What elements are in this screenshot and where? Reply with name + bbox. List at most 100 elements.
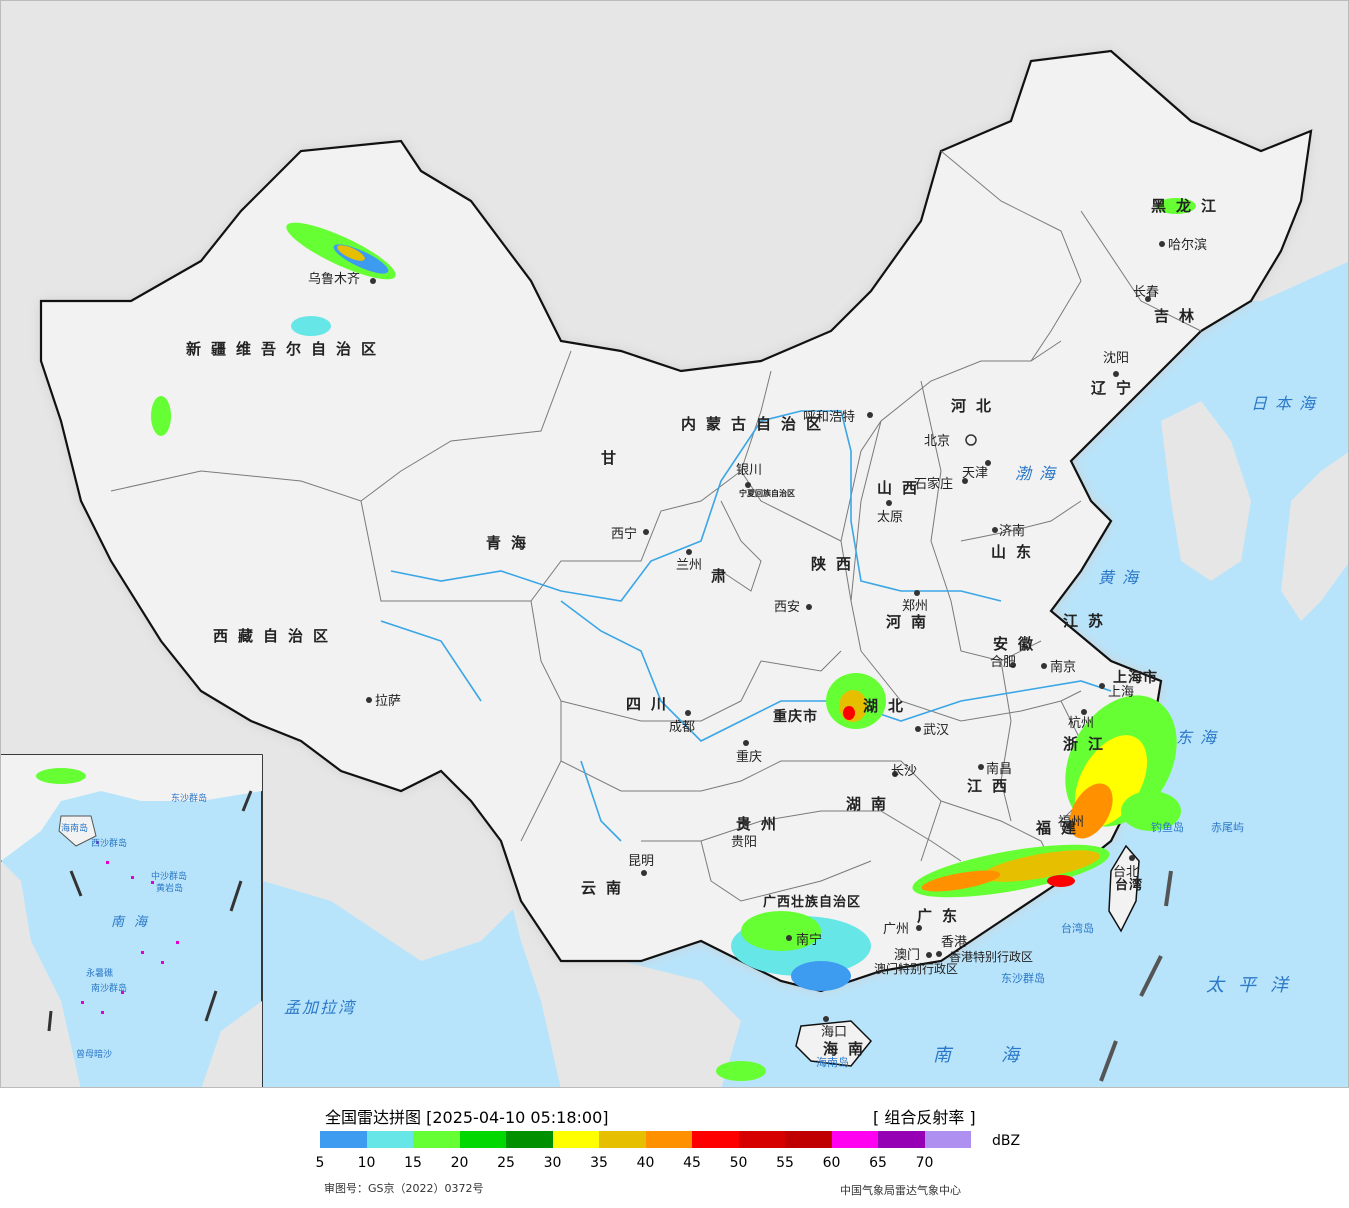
region-henan: 河南 — [886, 613, 936, 631]
city-lanzhou: 兰州 — [676, 558, 702, 573]
region-guangxi: 广西壮族自治区 — [763, 894, 861, 910]
region-guangdong: 广东 — [917, 907, 967, 925]
city-hohhot: 呼和浩特 — [803, 410, 855, 425]
region-qinghai: 青海 — [486, 534, 536, 552]
scale-swatch-7 — [645, 1131, 692, 1148]
map-svg: 新疆维吾尔自治区 西藏自治区 青海 甘 肃 四川 云南 贵州 内蒙古自治区 黑龙… — [1, 49, 1348, 1087]
island-hk-sar: 香港特别行政区 — [949, 949, 1033, 964]
map-title: 全国雷达拼图 [2025-04-10 05:18:00] — [325, 1108, 609, 1127]
island-macau-sar: 澳门特别行政区 — [874, 961, 958, 976]
south-china-sea-inset — [1, 754, 263, 1087]
region-fujian: 福建 — [1035, 819, 1086, 837]
scale-swatch-4 — [506, 1131, 553, 1148]
inset-nansha: 南沙群岛 — [91, 982, 127, 994]
sea-nanhai: 南海 — [933, 1045, 1069, 1066]
china-land — [39, 49, 1313, 993]
sea-pacific: 太平洋 — [1206, 975, 1302, 996]
region-taiwan: 台湾 — [1115, 877, 1143, 893]
scale-tick-5: 5 — [315, 1155, 325, 1171]
region-anhui: 安徽 — [993, 635, 1043, 653]
region-jilin: 吉林 — [1154, 307, 1204, 325]
inset-hainan: 海南岛 — [61, 822, 88, 834]
inset-zengmu: 曾母暗沙 — [76, 1048, 112, 1060]
city-guangzhou: 广州 — [883, 922, 909, 937]
scale-swatch-13 — [924, 1131, 971, 1148]
city-haikou: 海口 — [821, 1025, 847, 1040]
city-shanghai: 上海 — [1108, 685, 1134, 700]
region-hainan: 海南 — [823, 1040, 873, 1058]
region-shanghai: 上海市 — [1113, 669, 1158, 686]
island-hainan: 海南岛 — [816, 1055, 849, 1069]
japan-land — [1281, 452, 1348, 621]
region-shandong: 山东 — [991, 543, 1041, 561]
scale-tick-45: 45 — [683, 1155, 701, 1171]
region-neimenggu: 内蒙古自治区 — [681, 415, 831, 433]
region-zhejiang: 浙江 — [1063, 735, 1113, 753]
scale-swatch-2 — [413, 1131, 460, 1148]
island-labels: 钓鱼岛 赤尾屿 台湾岛 海南岛 东沙群岛 香港特别行政区 澳门特别行政区 — [816, 820, 1244, 1069]
inset-xisha: 西沙群岛 — [91, 837, 127, 849]
scale-tick-20: 20 — [450, 1155, 469, 1171]
approval-number: 审图号：GS京（2022）0372号 — [324, 1182, 484, 1195]
city-nanning: 南宁 — [796, 932, 822, 948]
scale-tick-35: 35 — [590, 1155, 608, 1171]
inset-labels: 南海 东沙群岛 中沙群岛 黄岩岛 永暑礁 南沙群岛 曾母暗沙 西沙群岛 海南岛 — [61, 792, 207, 1060]
region-hubei: 湖北 — [863, 697, 913, 715]
city-urumqi: 乌鲁木齐 — [308, 271, 360, 287]
region-heilongjiang: 黑龙江 — [1151, 197, 1226, 215]
island-chiwei: 赤尾屿 — [1211, 821, 1244, 834]
unit-label: dBZ — [992, 1133, 1021, 1149]
legend-panel — [0, 1088, 1349, 1208]
region-chongqing: 重庆市 — [773, 708, 818, 725]
city-xining: 西宁 — [611, 526, 637, 542]
region-yunnan: 云南 — [581, 879, 631, 897]
region-xizang: 西藏自治区 — [213, 627, 338, 645]
scale-swatch-3 — [459, 1131, 506, 1148]
scale-swatch-11 — [831, 1131, 878, 1148]
city-beijing: 北京 — [924, 434, 950, 449]
region-hunan: 湖南 — [846, 795, 896, 813]
sea-labels: 日本海 渤海 黄海 东海 太平洋 南海 孟加拉湾 — [284, 394, 1323, 1066]
island-taiwan: 台湾岛 — [1061, 921, 1094, 935]
island-diaoyu: 钓鱼岛 — [1151, 820, 1184, 834]
scale-tick-40: 40 — [636, 1155, 655, 1171]
region-sichuan: 四川 — [626, 695, 676, 713]
city-yinchuan: 银川 — [736, 463, 762, 478]
city-chengdu: 成都 — [669, 720, 695, 735]
region-shaanxi: 陕西 — [811, 555, 861, 573]
product-label: [ 组合反射率 ] — [873, 1108, 976, 1127]
nine-dash-line — [1099, 870, 1173, 1082]
city-xian: 西安 — [774, 600, 800, 615]
sea-japan: 日本海 — [1251, 394, 1323, 413]
city-shijiazhuang: 石家庄 — [914, 476, 953, 492]
city-taiyuan: 太原 — [877, 510, 903, 525]
city-guiyang: 贵阳 — [731, 835, 757, 850]
region-gan: 甘 — [601, 449, 626, 467]
city-hangzhou: 杭州 — [1068, 716, 1094, 731]
city-changchun: 长春 — [1133, 285, 1159, 300]
scale-swatch-12 — [878, 1131, 925, 1148]
city-hongkong: 香港 — [941, 935, 967, 950]
scale-swatch-9 — [738, 1131, 785, 1148]
inset-dongsha: 东沙群岛 — [171, 792, 207, 804]
city-harbin: 哈尔滨 — [1168, 237, 1207, 253]
region-shanxi: 山西 — [877, 479, 927, 497]
city-macau: 澳门 — [894, 947, 920, 963]
scale-swatch-6 — [599, 1131, 646, 1148]
city-zhengzhou: 郑州 — [902, 599, 928, 614]
region-hebei: 河北 — [951, 397, 1001, 415]
region-labels: 新疆维吾尔自治区 西藏自治区 青海 甘 肃 四川 云南 贵州 内蒙古自治区 黑龙… — [186, 197, 1226, 1058]
radar-echoes — [151, 198, 1196, 1081]
scale-tick-25: 25 — [497, 1155, 515, 1171]
korea-land — [1161, 401, 1251, 581]
scale-tick-30: 30 — [543, 1155, 562, 1171]
city-nanjing: 南京 — [1050, 659, 1076, 675]
city-nanchang: 南昌 — [986, 761, 1012, 777]
province-borders — [110, 150, 1202, 902]
scale-swatch-1 — [366, 1131, 413, 1148]
region-su: 肃 — [711, 567, 736, 585]
sea-huanghai: 黄海 — [1098, 568, 1146, 587]
rivers — [380, 410, 1112, 842]
scale-swatch-10 — [785, 1131, 832, 1148]
city-labels: 乌鲁木齐 拉萨 西宁 兰州 银川 呼和浩特 北京 天津 石家庄 太原 济南 郑州… — [308, 237, 1207, 1040]
